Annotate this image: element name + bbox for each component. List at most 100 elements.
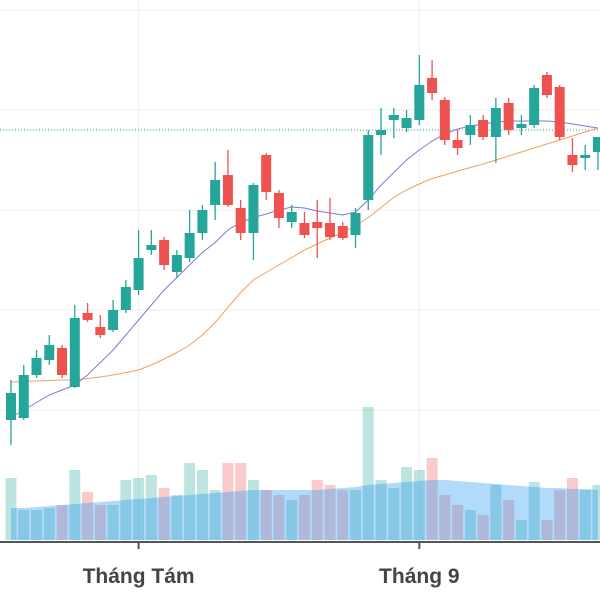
volume-bar	[260, 490, 272, 540]
volume-bar	[286, 500, 298, 540]
candle-body	[222, 175, 233, 205]
volume-bar	[554, 490, 566, 540]
volume-bar	[426, 458, 438, 540]
candle-body	[401, 118, 412, 128]
candle-body	[299, 223, 310, 235]
candle-body	[478, 120, 489, 137]
volume-bar	[196, 470, 208, 540]
volume-bar	[503, 500, 515, 540]
volume-bar	[592, 485, 600, 540]
volume-bar	[515, 520, 527, 540]
moving-average	[10, 127, 599, 383]
candle-body	[529, 88, 540, 125]
candle-body	[31, 358, 42, 375]
candle-body	[554, 87, 565, 137]
volume-bar	[337, 490, 349, 540]
candle-body	[248, 185, 259, 233]
volume-bar	[145, 475, 157, 540]
candle-body	[235, 208, 246, 233]
candle-body	[465, 125, 476, 135]
candle-body	[427, 78, 438, 93]
volume-bar	[107, 505, 119, 540]
candle-body	[57, 348, 68, 375]
candle-body	[197, 210, 208, 233]
x-tick-label: Tháng 9	[379, 565, 460, 588]
candle-body	[95, 327, 106, 335]
volume-bar	[298, 495, 310, 540]
candle-body	[452, 140, 463, 148]
volume-bar	[388, 488, 400, 540]
candle-body	[133, 258, 144, 290]
candle-body	[388, 115, 399, 120]
x-tick-label: Tháng Tám	[83, 565, 195, 588]
candle-body	[108, 310, 119, 330]
candle-body	[273, 193, 284, 218]
candle-body	[82, 313, 93, 320]
candle-body	[363, 135, 374, 200]
candle-body	[6, 393, 16, 420]
candle-body	[18, 375, 29, 418]
volume-bar	[120, 480, 132, 540]
candle-body	[350, 213, 361, 235]
volume-bar	[69, 470, 81, 540]
candle-body	[541, 75, 552, 95]
candle-body	[286, 212, 297, 222]
volume-bar	[222, 463, 234, 540]
volume-bar	[401, 467, 413, 540]
volume-bar	[452, 505, 464, 540]
volume-bar	[133, 478, 145, 540]
candle-body	[44, 345, 55, 360]
volume-bar	[43, 508, 55, 540]
moving-average	[10, 120, 599, 418]
volume-bar	[362, 407, 374, 540]
volume-bar	[324, 485, 336, 540]
candle-body	[567, 155, 578, 165]
volume-bar	[541, 520, 553, 540]
volume-bar	[477, 515, 489, 540]
candle-body	[210, 180, 221, 205]
candle-body	[516, 124, 527, 128]
candle-body	[414, 85, 425, 120]
volume-bar	[247, 480, 259, 540]
candle-body	[325, 223, 335, 237]
volume-bar	[566, 478, 578, 540]
volume-bar	[413, 470, 425, 540]
candle-body	[580, 155, 591, 158]
candle-body	[171, 255, 182, 272]
candle-body	[592, 137, 600, 152]
candle-body	[503, 103, 514, 130]
volume-bar	[235, 463, 247, 540]
volume-bar	[350, 490, 362, 540]
volume-bar	[439, 495, 451, 540]
candle-body	[439, 100, 450, 140]
volume-bar	[31, 510, 43, 540]
volume-bar	[528, 482, 540, 540]
volume-bar	[273, 495, 285, 540]
candle-body	[490, 108, 501, 137]
volume-bar	[375, 480, 387, 540]
volume-bar	[56, 505, 68, 540]
volume-bar	[184, 463, 196, 540]
volume-bar	[94, 505, 106, 540]
candle-body	[159, 240, 170, 265]
volume-bar	[18, 510, 30, 540]
candle-body	[261, 155, 272, 192]
candle-body	[120, 287, 131, 310]
volume-bar	[171, 495, 183, 540]
volume-bar	[158, 488, 170, 540]
volume-bar	[311, 480, 323, 540]
volume-bar	[5, 478, 17, 540]
candle-body	[376, 130, 387, 135]
candle-body	[312, 222, 323, 228]
volume-bar	[464, 510, 476, 540]
candle-body	[69, 318, 80, 387]
volume-bar	[490, 485, 502, 540]
candle-body	[337, 226, 348, 238]
volume-bar	[82, 492, 94, 540]
volume-bar	[209, 490, 221, 540]
candle-body	[146, 245, 157, 250]
candle-body	[184, 233, 195, 258]
volume-bar	[579, 490, 591, 540]
volume-ma-area	[11, 480, 598, 540]
